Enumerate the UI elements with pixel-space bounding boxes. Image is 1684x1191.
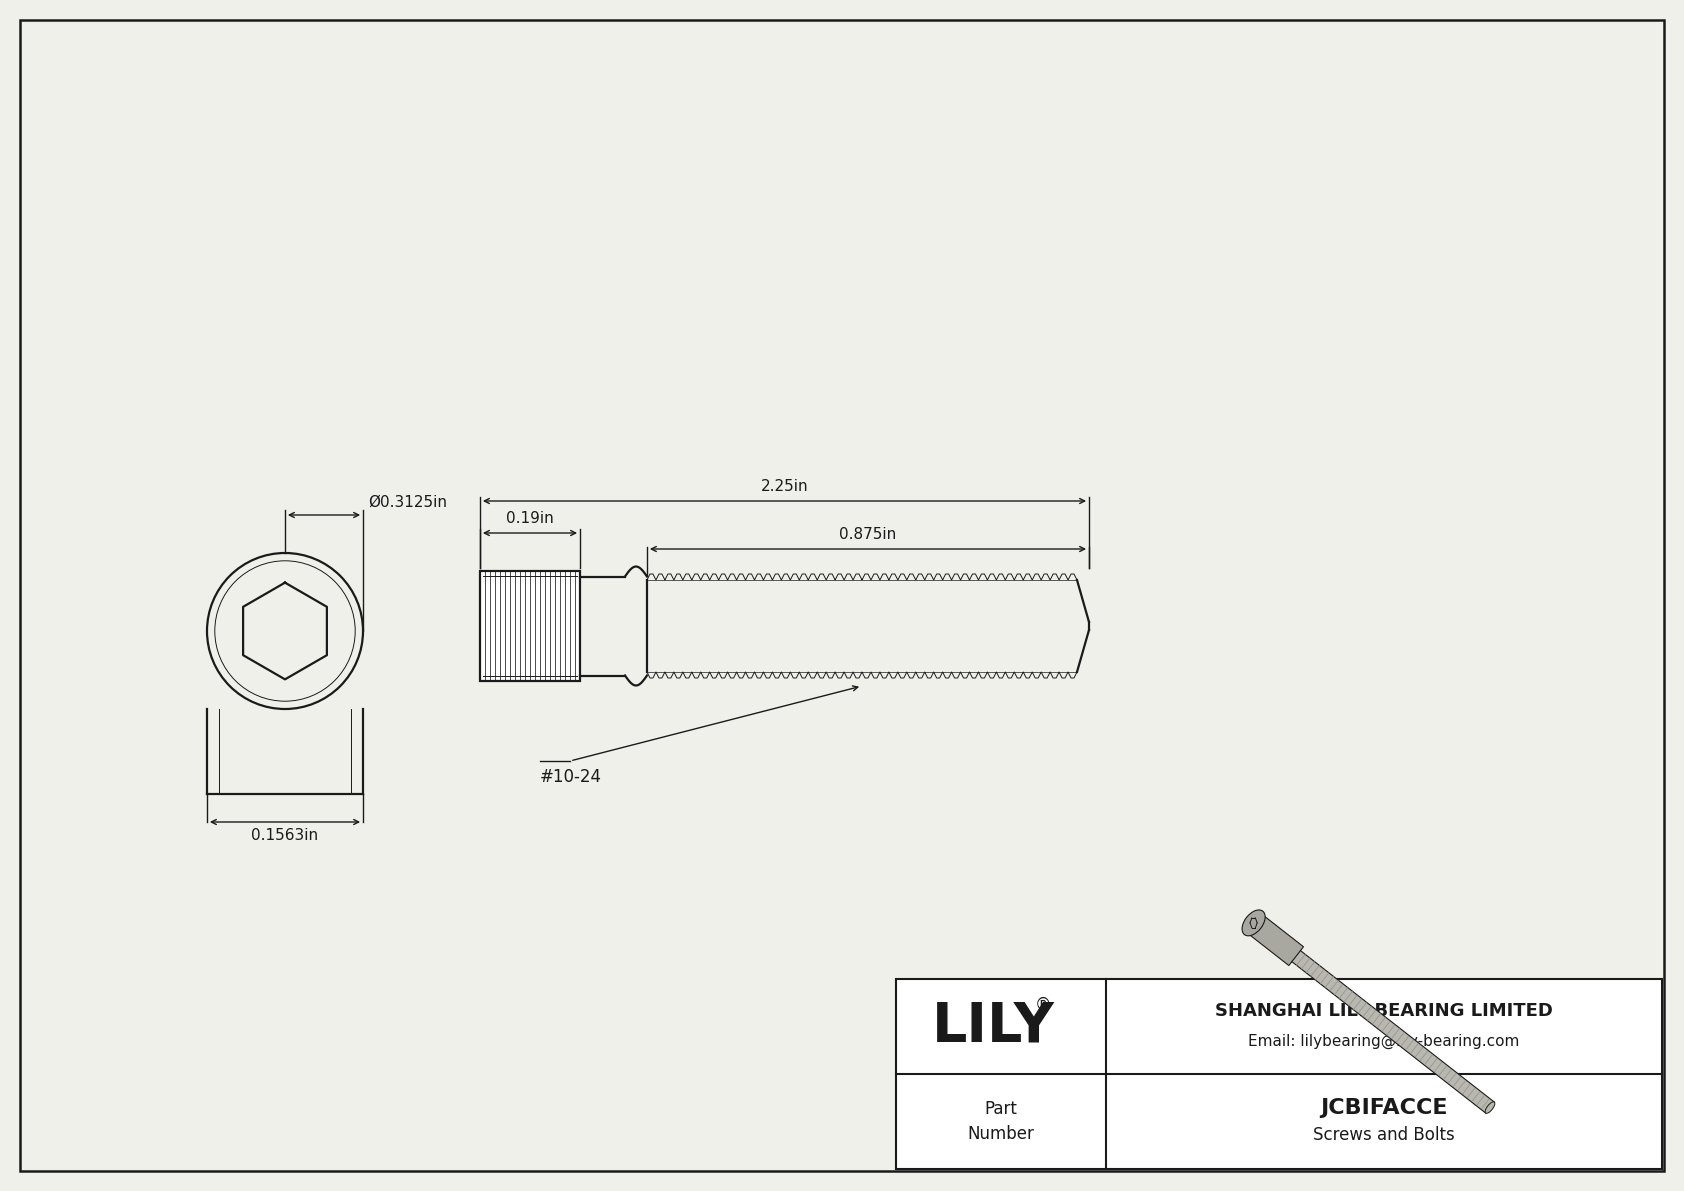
Text: Ø0.3125in: Ø0.3125in	[369, 495, 446, 510]
Text: JCBIFACCE: JCBIFACCE	[1320, 1098, 1448, 1118]
Text: Email: lilybearing@lily-bearing.com: Email: lilybearing@lily-bearing.com	[1248, 1034, 1519, 1049]
Text: SHANGHAI LILY BEARING LIMITED: SHANGHAI LILY BEARING LIMITED	[1216, 1003, 1553, 1021]
Text: Part
Number: Part Number	[968, 1100, 1034, 1143]
Polygon shape	[1292, 950, 1494, 1114]
Text: LILY: LILY	[931, 999, 1054, 1054]
Text: Screws and Bolts: Screws and Bolts	[1314, 1125, 1455, 1143]
Text: 0.875in: 0.875in	[839, 526, 896, 542]
Bar	[480, 570, 579, 681]
Text: 0.19in: 0.19in	[507, 511, 554, 526]
Text: #10-24: #10-24	[541, 768, 601, 786]
Polygon shape	[1246, 913, 1303, 966]
Text: ®: ®	[1034, 996, 1051, 1014]
Ellipse shape	[1243, 910, 1265, 936]
Bar	[896, 979, 1662, 1170]
Ellipse shape	[1485, 1102, 1495, 1114]
Text: 0.1563in: 0.1563in	[251, 828, 318, 843]
Text: 2.25in: 2.25in	[761, 479, 808, 494]
